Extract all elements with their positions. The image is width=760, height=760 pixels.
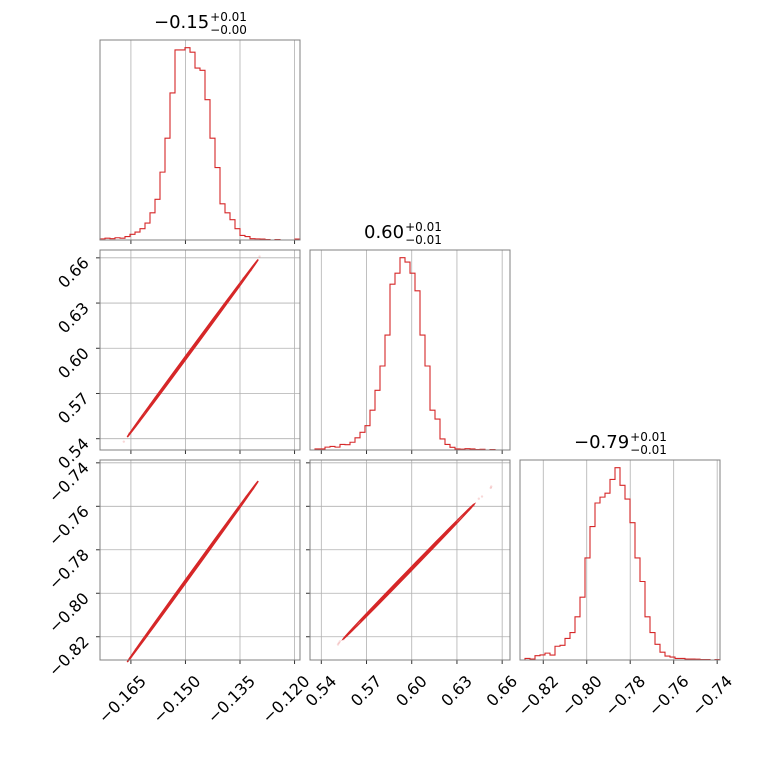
histogram-param-2 [310,257,510,451]
x-tick-label-p2: 0.57 [347,672,386,711]
hist-panel-2-frame [309,249,511,451]
y-tick-label-p3: −0.76 [45,502,93,550]
panel-p2-vs-p1-frame [309,459,511,661]
y-tick-label-p2: 0.57 [54,389,93,428]
sample-point [122,440,126,443]
title-minus-1: −0.00 [210,23,247,37]
contour-p2-vs-p0-4 [172,544,213,599]
x-tick-label-p1: −0.135 [204,672,259,727]
title-minus-2: −0.01 [405,233,442,247]
sample-point [337,641,341,645]
x-tick-label-p3: −0.76 [645,672,693,720]
histogram-param-1 [99,47,301,241]
sample-point [258,255,261,258]
hist-panel-3-frame [519,459,721,661]
title-minus-3: −0.01 [630,443,667,457]
y-tick-label-p3: −0.78 [45,545,93,593]
panel-p1-vs-p0-frame [99,249,301,451]
panel-p2-vs-p0-frame [99,459,301,661]
y-tick-label-p3: −0.80 [45,589,93,637]
x-tick-label-p2: 0.63 [437,672,476,711]
x-tick-label-p3: −0.78 [601,672,649,720]
sample-point [490,485,493,488]
x-tick-label-p1: −0.165 [95,672,150,727]
y-tick-label-p2: 0.60 [54,344,93,383]
title-plus-2: +0.01 [405,220,442,234]
x-tick-label-p2: 0.54 [302,672,341,711]
hist-panel-1-frame [99,39,301,241]
title-param-1: −0.15 [154,12,209,33]
x-tick-label-p3: −0.80 [558,672,606,720]
sample-point [477,497,481,500]
sample-point [489,486,492,490]
sample-point [338,640,342,643]
y-tick-label-p2: 0.66 [54,253,93,292]
x-tick-label-p2: 0.60 [392,672,431,711]
contour-p1-vs-p0-4 [172,321,213,375]
sample-point [336,643,340,646]
x-tick-label-p1: −0.150 [149,672,204,727]
y-tick-label-p2: 0.63 [54,298,93,337]
histogram-param-3 [520,467,721,661]
contour-p2-vs-p1-4 [389,551,429,592]
title-param-2: 0.60 [364,222,404,243]
x-tick-label-p3: −0.74 [688,672,736,720]
y-tick-label-p3: −0.82 [45,632,93,680]
title-param-3: −0.79 [574,432,629,453]
x-tick-label-p3: −0.82 [514,672,562,720]
title-plus-3: +0.01 [630,430,667,444]
title-plus-1: +0.01 [210,10,247,24]
sample-point [480,495,484,498]
